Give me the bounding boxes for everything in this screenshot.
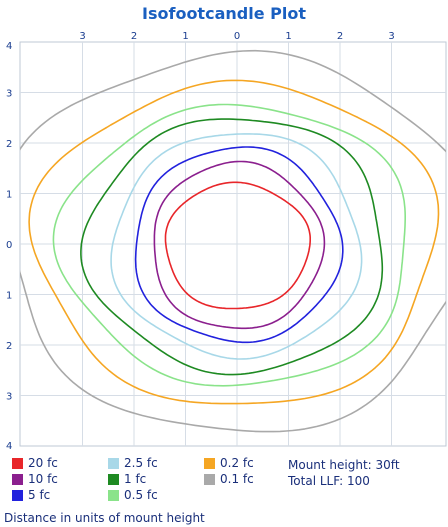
legend-item: 5 fc: [12, 488, 50, 502]
legend-item: 20 fc: [12, 456, 58, 470]
legend-label: 2.5 fc: [124, 456, 158, 470]
x-tick-label: 3: [79, 31, 85, 42]
x-tick-label: 0: [234, 31, 240, 42]
legend-swatch: [12, 457, 23, 469]
chart-title: Isofootcandle Plot: [142, 4, 306, 23]
y-tick-label: 4: [6, 441, 12, 452]
contour-0-1-fc: [20, 49, 446, 433]
x-tick-label: 3: [388, 31, 394, 42]
contour-0-2-fc: [28, 79, 440, 405]
y-tick-label: 0: [6, 240, 12, 251]
legend: 20 fc 10 fc 5 fc 2.5 fc 1 fc 0.5 fc 0.2 fc 0.1 …: [0, 452, 448, 527]
x-tick-label: 2: [337, 31, 343, 42]
legend-swatch: [108, 457, 119, 469]
y-tick-label: 3: [6, 89, 12, 100]
contour-2-5-fc: [110, 133, 363, 360]
legend-swatch: [12, 489, 23, 501]
legend-label: 20 fc: [28, 456, 58, 470]
legend-item: 0.5 fc: [108, 488, 158, 502]
legend-swatch: [108, 473, 119, 485]
legend-item: 0.1 fc: [204, 472, 254, 486]
y-tick-label: 2: [6, 341, 12, 352]
distance-units-note: Distance in units of mount height: [4, 511, 205, 525]
legend-label: 0.5 fc: [124, 488, 158, 502]
y-tick-label: 4: [6, 41, 12, 52]
contours: [20, 49, 446, 433]
legend-item: 10 fc: [12, 472, 58, 486]
y-tick-label: 2: [6, 139, 12, 150]
x-tick-label: 1: [285, 31, 291, 42]
legend-item: 2.5 fc: [108, 456, 158, 470]
contour-10-fc: [153, 160, 326, 330]
legend-label: 10 fc: [28, 472, 58, 486]
tick-labels: 3 2 1 0 1 2 3 4 3 2 1 0 1 2 3 4: [6, 31, 395, 452]
contour-5-fc: [134, 146, 344, 344]
legend-label: 5 fc: [28, 488, 51, 502]
isofootcandle-plot: 3 2 1 0 1 2 3 4 3 2 1 0 1 2 3 4: [6, 31, 447, 452]
x-tick-label: 2: [131, 31, 137, 42]
legend-label: 1 fc: [124, 472, 147, 486]
y-tick-label: 1: [6, 190, 12, 201]
legend-swatch: [108, 489, 119, 501]
legend-label: 0.1 fc: [220, 472, 254, 486]
y-tick-label: 1: [6, 291, 12, 302]
legend-item: 0.2 fc: [204, 456, 254, 470]
grid: [19, 41, 447, 447]
legend-label: 0.2 fc: [220, 456, 254, 470]
legend-swatch: [204, 473, 215, 485]
contour-20-fc: [164, 181, 312, 310]
x-tick-label: 1: [182, 31, 188, 42]
legend-swatch: [12, 473, 23, 485]
y-tick-label: 3: [6, 392, 12, 403]
legend-item: 1 fc: [108, 472, 146, 486]
contour-0-5-fc: [52, 103, 407, 387]
legend-swatch: [204, 457, 215, 469]
mount-height-label: Mount height: 30ft: [288, 458, 400, 472]
contour-1-fc: [80, 118, 384, 376]
total-llf-label: Total LLF: 100: [288, 474, 370, 488]
